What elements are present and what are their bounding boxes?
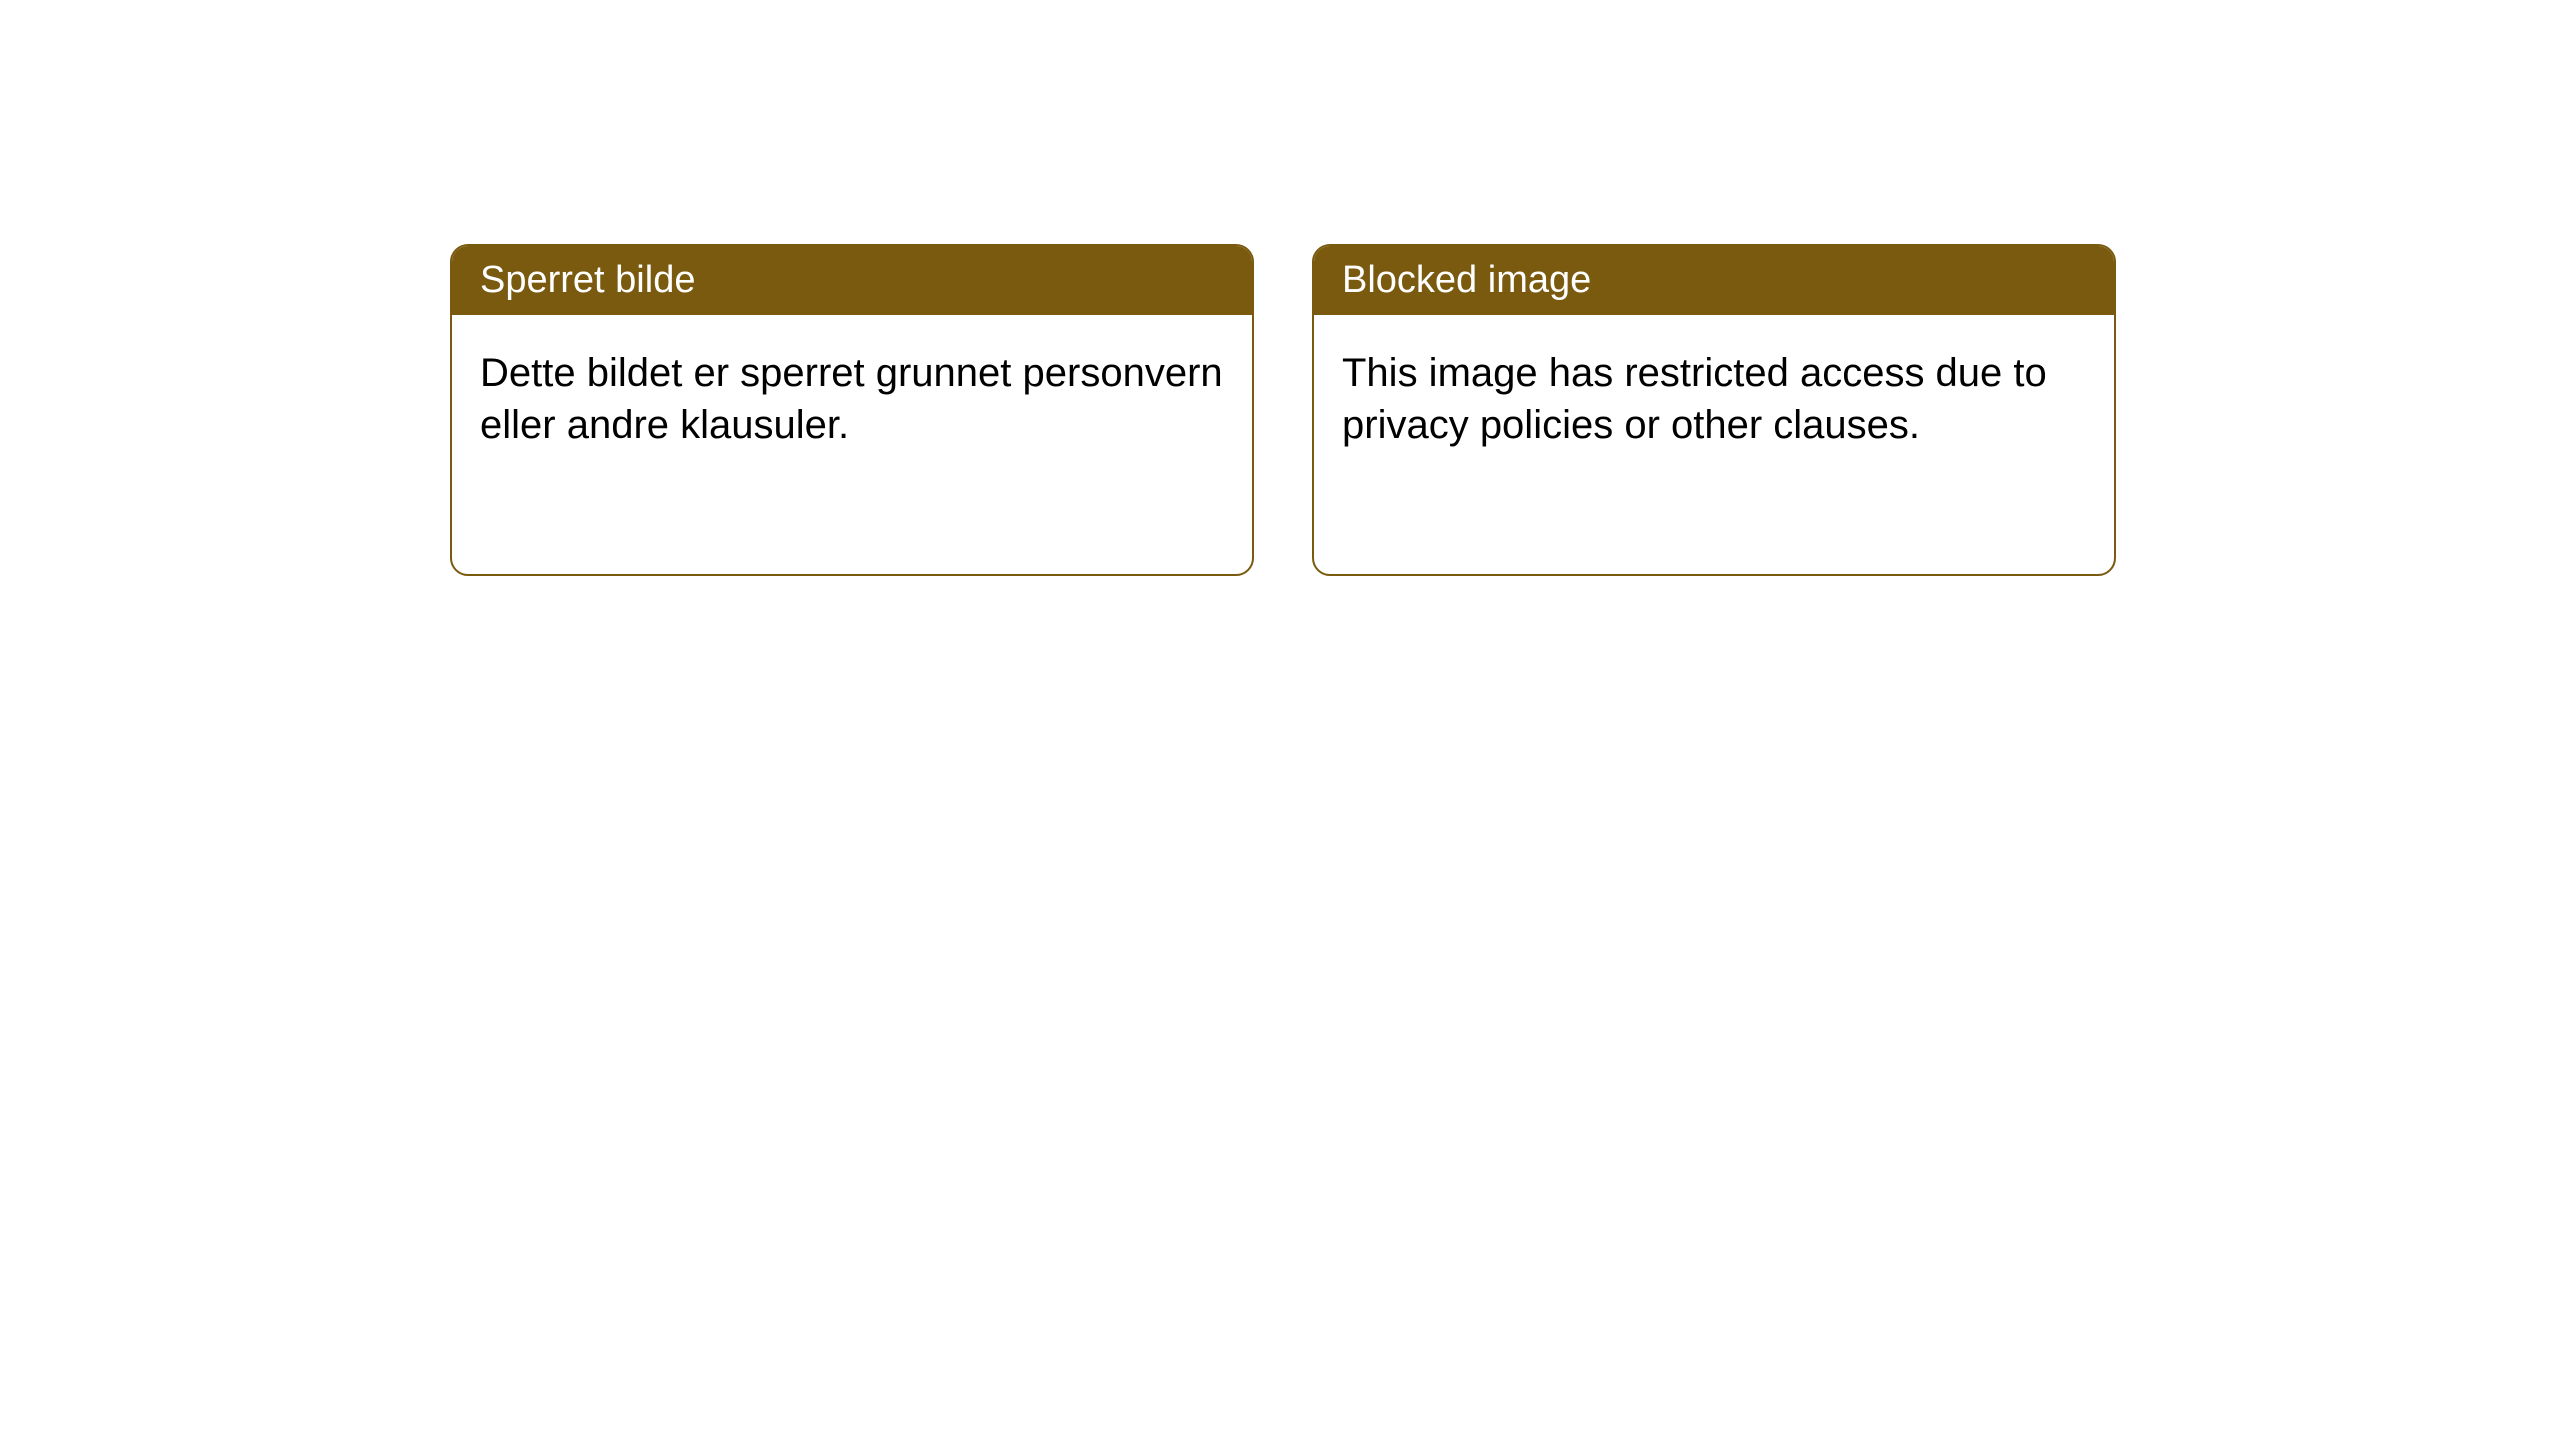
card-body: This image has restricted access due to … [1314,315,2114,483]
card-message: Dette bildet er sperret grunnet personve… [480,351,1223,447]
blocked-image-card-norwegian: Sperret bilde Dette bildet er sperret gr… [450,244,1254,576]
card-body: Dette bildet er sperret grunnet personve… [452,315,1252,483]
card-title: Blocked image [1342,259,1591,301]
card-header: Blocked image [1314,246,2114,315]
info-cards-container: Sperret bilde Dette bildet er sperret gr… [0,0,2560,576]
card-header: Sperret bilde [452,246,1252,315]
blocked-image-card-english: Blocked image This image has restricted … [1312,244,2116,576]
card-message: This image has restricted access due to … [1342,351,2047,447]
card-title: Sperret bilde [480,259,695,301]
